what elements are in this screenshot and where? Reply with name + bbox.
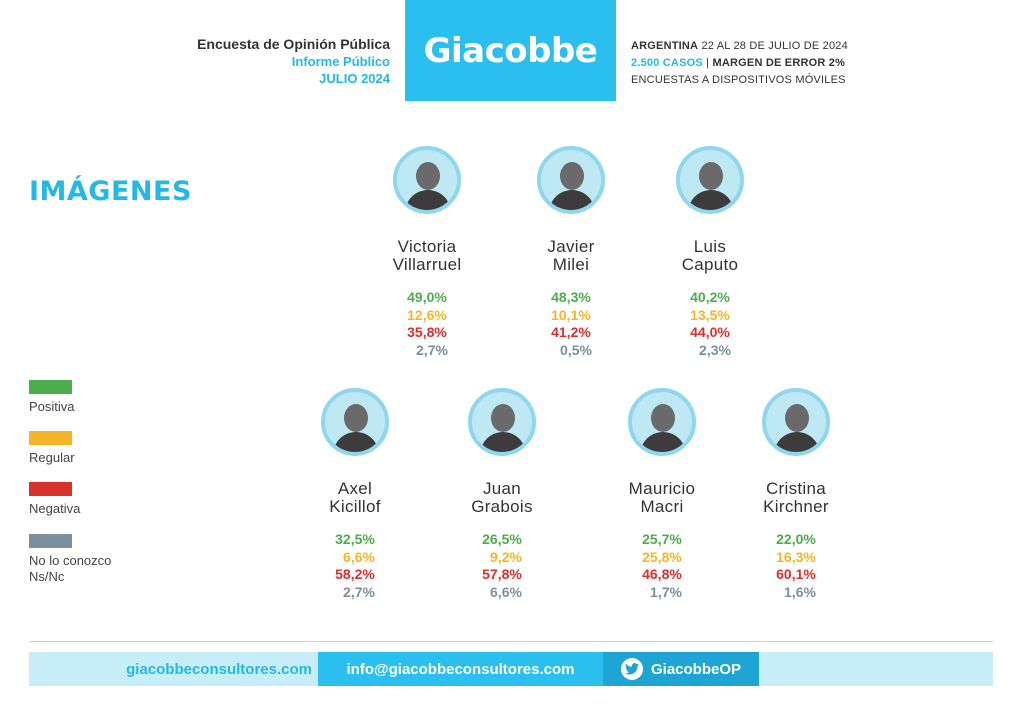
value-negativa: 35,8% bbox=[407, 324, 447, 340]
survey-title: Encuesta de Opinión Pública bbox=[197, 36, 390, 52]
legend-swatch-positiva bbox=[29, 380, 72, 394]
person-card-caputo: Luis Caputo 40,2% 13,5% 44,0% 2,3% bbox=[645, 146, 775, 359]
footer-filler bbox=[759, 652, 993, 686]
person-values: 32,5% 6,6% 58,2% 2,7% bbox=[290, 531, 420, 601]
person-values: 25,7% 25,8% 46,8% 1,7% bbox=[597, 531, 727, 601]
portrait-photo bbox=[321, 388, 389, 456]
report-type: Informe Público bbox=[291, 54, 390, 69]
portrait-photo bbox=[537, 146, 605, 214]
person-values: 48,3% 10,1% 41,2% 0,5% bbox=[506, 289, 636, 359]
person-card-milei: Javier Milei 48,3% 10,1% 41,2% 0,5% bbox=[506, 146, 636, 359]
brand-logo: Giacobbe bbox=[423, 30, 598, 71]
value-negativa: 44,0% bbox=[690, 324, 730, 340]
value-nsnc: 0,5% bbox=[560, 341, 592, 358]
value-nsnc: 2,7% bbox=[416, 341, 448, 358]
dates-label: 22 AL 28 DE JULIO DE 2024 bbox=[701, 40, 848, 52]
header-right: ARGENTINA 22 AL 28 DE JULIO DE 2024 2.50… bbox=[631, 38, 848, 89]
person-card-villarruel: Victoria Villarruel 49,0% 12,6% 35,8% 2,7… bbox=[362, 146, 492, 359]
value-negativa: 41,2% bbox=[551, 324, 591, 340]
legend-swatch-nsnc bbox=[29, 534, 72, 548]
legend-label: Negativa bbox=[29, 501, 81, 516]
value-positiva: 26,5% bbox=[482, 531, 522, 547]
legend-swatch-regular bbox=[29, 431, 72, 445]
person-card-grabois: Juan Grabois 26,5% 9,2% 57,8% 6,6% bbox=[437, 388, 567, 601]
value-negativa: 46,8% bbox=[642, 566, 682, 582]
separator: | bbox=[706, 57, 710, 69]
website-link[interactable]: giacobbeconsultores.com bbox=[29, 652, 318, 686]
legend-item-negativa: Negativa bbox=[29, 482, 169, 517]
person-card-kicillof: Axel Kicillof 32,5% 6,6% 58,2% 2,7% bbox=[290, 388, 420, 601]
footer-divider bbox=[29, 641, 993, 642]
value-nsnc: 1,6% bbox=[784, 583, 816, 600]
twitter-link[interactable]: GiacobbeOP bbox=[603, 652, 759, 686]
email-link[interactable]: info@giacobbeconsultores.com bbox=[318, 652, 603, 686]
footer-bar: giacobbeconsultores.com info@giacobbecon… bbox=[29, 652, 993, 686]
person-values: 40,2% 13,5% 44,0% 2,3% bbox=[645, 289, 775, 359]
value-nsnc: 6,6% bbox=[490, 583, 522, 600]
period-label: JULIO 2024 bbox=[319, 71, 390, 86]
value-positiva: 25,7% bbox=[642, 531, 682, 547]
portrait-photo bbox=[676, 146, 744, 214]
legend-label: Positiva bbox=[29, 399, 75, 414]
value-positiva: 40,2% bbox=[690, 289, 730, 305]
value-nsnc: 2,3% bbox=[699, 341, 731, 358]
value-regular: 13,5% bbox=[690, 306, 730, 323]
person-name: Luis Caputo bbox=[681, 237, 739, 274]
person-values: 22,0% 16,3% 60,1% 1,6% bbox=[731, 531, 861, 601]
brand-logo-box: Giacobbe bbox=[405, 0, 616, 101]
value-regular: 25,8% bbox=[642, 548, 682, 565]
margin-label: MARGEN DE ERROR 2% bbox=[712, 57, 846, 69]
person-name: Juan Grabois bbox=[471, 479, 533, 516]
value-positiva: 48,3% bbox=[551, 289, 591, 305]
legend-item-positiva: Positiva bbox=[29, 380, 169, 415]
value-positiva: 49,0% bbox=[407, 289, 447, 305]
person-name: Axel Kicillof bbox=[329, 479, 381, 516]
person-name: Mauricio Macri bbox=[628, 479, 696, 516]
legend-label: No lo conozco Ns/Nc bbox=[29, 553, 112, 584]
portrait-photo bbox=[393, 146, 461, 214]
cases-label: 2.500 CASOS bbox=[631, 57, 703, 69]
method-label: ENCUESTAS A DISPOSITIVOS MÓVILES bbox=[631, 74, 846, 86]
portrait-photo bbox=[628, 388, 696, 456]
value-regular: 10,1% bbox=[551, 306, 591, 323]
legend-item-nsnc: No lo conozco Ns/Nc bbox=[29, 534, 169, 585]
value-regular: 9,2% bbox=[490, 548, 522, 565]
legend-label: Regular bbox=[29, 450, 75, 465]
location-label: ARGENTINA bbox=[631, 40, 699, 52]
person-card-macri: Mauricio Macri 25,7% 25,8% 46,8% 1,7% bbox=[597, 388, 727, 601]
person-card-kirchner: Cristina Kirchner 22,0% 16,3% 60,1% 1,6% bbox=[731, 388, 861, 601]
twitter-handle: GiacobbeOP bbox=[650, 660, 742, 678]
section-title: IMÁGENES bbox=[29, 176, 192, 207]
value-positiva: 22,0% bbox=[776, 531, 816, 547]
value-nsnc: 2,7% bbox=[343, 583, 375, 600]
value-regular: 12,6% bbox=[407, 306, 447, 323]
portrait-photo bbox=[762, 388, 830, 456]
person-values: 49,0% 12,6% 35,8% 2,7% bbox=[362, 289, 492, 359]
value-nsnc: 1,7% bbox=[650, 583, 682, 600]
legend-item-regular: Regular bbox=[29, 431, 169, 466]
value-negativa: 58,2% bbox=[335, 566, 375, 582]
person-name: Cristina Kirchner bbox=[763, 479, 829, 516]
twitter-bird-icon bbox=[620, 658, 643, 680]
value-negativa: 60,1% bbox=[776, 566, 816, 582]
person-name: Javier Milei bbox=[547, 237, 595, 274]
portrait-photo bbox=[468, 388, 536, 456]
value-regular: 6,6% bbox=[343, 548, 375, 565]
value-negativa: 57,8% bbox=[482, 566, 522, 582]
person-values: 26,5% 9,2% 57,8% 6,6% bbox=[437, 531, 567, 601]
value-positiva: 32,5% bbox=[335, 531, 375, 547]
header-left: Encuesta de Opinión Pública Informe Públ… bbox=[197, 36, 390, 87]
legend-swatch-negativa bbox=[29, 482, 72, 496]
person-name: Victoria Villarruel bbox=[392, 237, 462, 274]
value-regular: 16,3% bbox=[776, 548, 816, 565]
